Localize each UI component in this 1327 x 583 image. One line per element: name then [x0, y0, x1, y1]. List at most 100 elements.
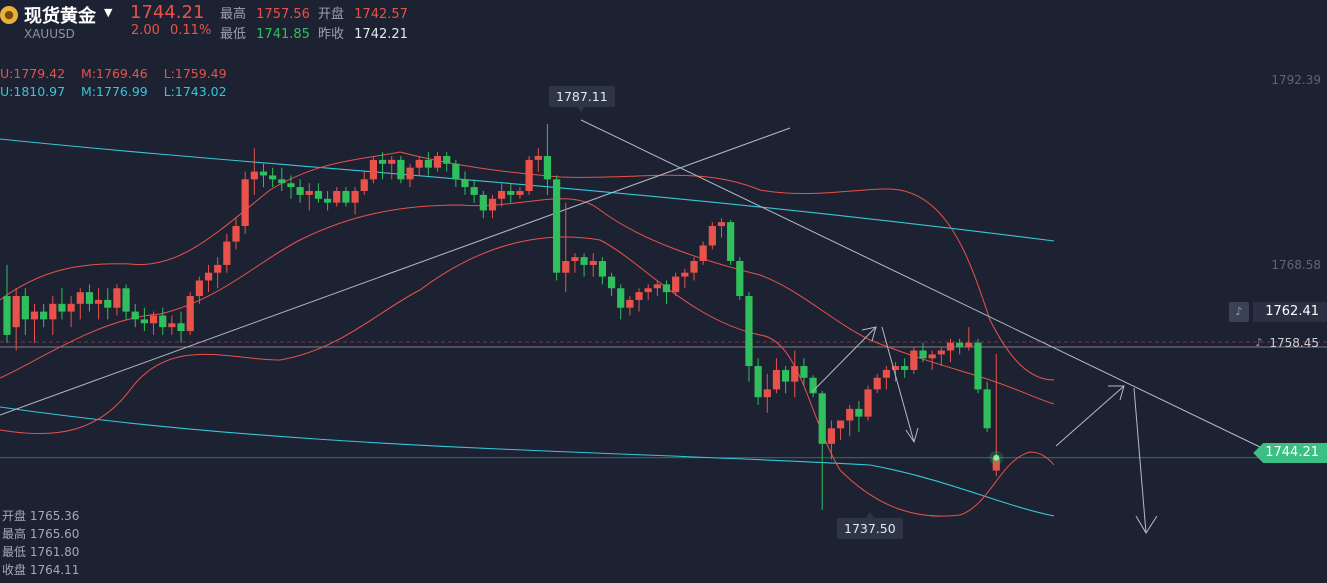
current-price: 1744.21: [130, 2, 205, 23]
y-tick-top: 1792.39: [1271, 73, 1321, 87]
boll-legend: U:1779.42 M:1769.46 L:1759.49: [0, 66, 239, 81]
candle-body: [397, 159, 405, 180]
candle-body: [754, 366, 762, 398]
price-change-pct: 0.11%: [170, 23, 212, 38]
candle-body: [928, 354, 936, 359]
projection-arrow-1: [811, 326, 877, 393]
candle-body: [360, 179, 368, 192]
candle-body: [21, 296, 29, 320]
peak-pointer: [577, 106, 585, 112]
candle-body: [562, 261, 570, 273]
candle-body: [406, 167, 414, 180]
candle-body: [745, 296, 753, 367]
candle-body: [85, 292, 94, 304]
bell-icon-2[interactable]: ♪: [1255, 336, 1263, 349]
prev-close-value: 1742.21: [354, 27, 408, 42]
candle-body: [287, 183, 295, 188]
candle-body: [369, 159, 377, 180]
candle-body: [910, 350, 918, 370]
alert-price-tag-2[interactable]: 1758.45: [1269, 336, 1319, 350]
chevron-down-icon[interactable]: ▼: [104, 6, 113, 19]
low-stat: 最低 1741.85: [220, 23, 310, 42]
instrument-symbol: XAUUSD: [24, 27, 75, 41]
y-tick-mid: 1768.58: [1271, 258, 1321, 272]
candle-body: [516, 191, 524, 195]
candle-body: [717, 222, 726, 227]
candle-body: [965, 342, 973, 347]
arrow-head-3: [1108, 385, 1125, 401]
instrument-name[interactable]: 现货黄金: [24, 6, 96, 27]
candle-body: [983, 389, 991, 429]
arrow-head-1: [861, 326, 877, 342]
price-change: 2.00: [131, 23, 160, 38]
candle-body: [598, 261, 606, 277]
gold-coin-icon: ●: [0, 6, 18, 24]
candle-body: [498, 191, 506, 199]
candle-body: [149, 315, 158, 324]
boll-mid: M:1769.46: [81, 66, 148, 81]
candle-body: [351, 191, 359, 203]
ma-lower: L:1743.02: [163, 84, 227, 99]
low-value: 1741.85: [256, 27, 310, 42]
candle-body: [772, 369, 781, 390]
candle-body: [159, 315, 167, 328]
candle-body: [177, 323, 185, 332]
candle-body: [378, 159, 387, 164]
candle-body: [672, 276, 680, 293]
candle-body: [342, 191, 350, 203]
candle-body: [122, 288, 130, 312]
candle-body: [791, 366, 799, 382]
candle-body: [763, 389, 771, 398]
ma-upper-line: [0, 138, 1055, 242]
candle-body: [864, 389, 872, 417]
candle-body: [443, 156, 451, 164]
alert-price-tag-1[interactable]: 1762.41: [1253, 302, 1327, 322]
trough-pointer: [866, 512, 874, 518]
candle-body: [479, 194, 487, 211]
projection-arrow-2: [881, 326, 915, 443]
candle-body: [891, 366, 900, 370]
candle-body: [607, 276, 616, 289]
prev-close-stat: 昨收 1742.21: [318, 23, 408, 42]
candle-body: [818, 393, 826, 444]
candle-body: [992, 457, 1000, 471]
candle-body: [388, 159, 396, 164]
candle-body: [424, 159, 432, 168]
ohlc-high: 最高 1765.60: [2, 527, 80, 541]
bell-icon[interactable]: ♪: [1229, 302, 1249, 322]
candle-body: [104, 299, 112, 308]
candle-body: [690, 261, 698, 273]
candle-body: [626, 299, 634, 308]
candle-body: [461, 179, 469, 188]
candle-body: [204, 272, 213, 281]
candle-body: [314, 191, 323, 199]
candle-body: [470, 187, 478, 195]
candle-body: [782, 369, 790, 382]
candle-body: [617, 288, 625, 308]
candle-body: [296, 187, 304, 195]
candle-body: [800, 366, 808, 378]
candle-body: [580, 257, 588, 265]
ma-lower-line: [0, 406, 1055, 517]
candle-body: [855, 408, 863, 417]
high-stat: 最高 1757.56: [220, 3, 310, 22]
candle-body: [553, 179, 561, 273]
candle-body: [827, 428, 835, 444]
candle-body: [452, 163, 460, 180]
arrow-head-2: [905, 427, 919, 444]
candle-body: [269, 175, 277, 180]
candle-body: [30, 311, 39, 320]
ma-mid: M:1776.99: [81, 84, 148, 99]
ma-legend: U:1810.97 M:1776.99 L:1743.02: [0, 84, 239, 99]
candle-body: [140, 319, 148, 324]
candle-body: [836, 420, 845, 429]
candle-body: [76, 292, 84, 304]
candle-body: [186, 296, 194, 332]
trough-label: 1737.50: [837, 518, 903, 539]
candle-body: [635, 292, 643, 300]
candle-body: [12, 296, 20, 328]
candle-body: [305, 191, 313, 195]
candle-body: [168, 323, 176, 328]
projection-arrow-4: [1133, 387, 1147, 534]
